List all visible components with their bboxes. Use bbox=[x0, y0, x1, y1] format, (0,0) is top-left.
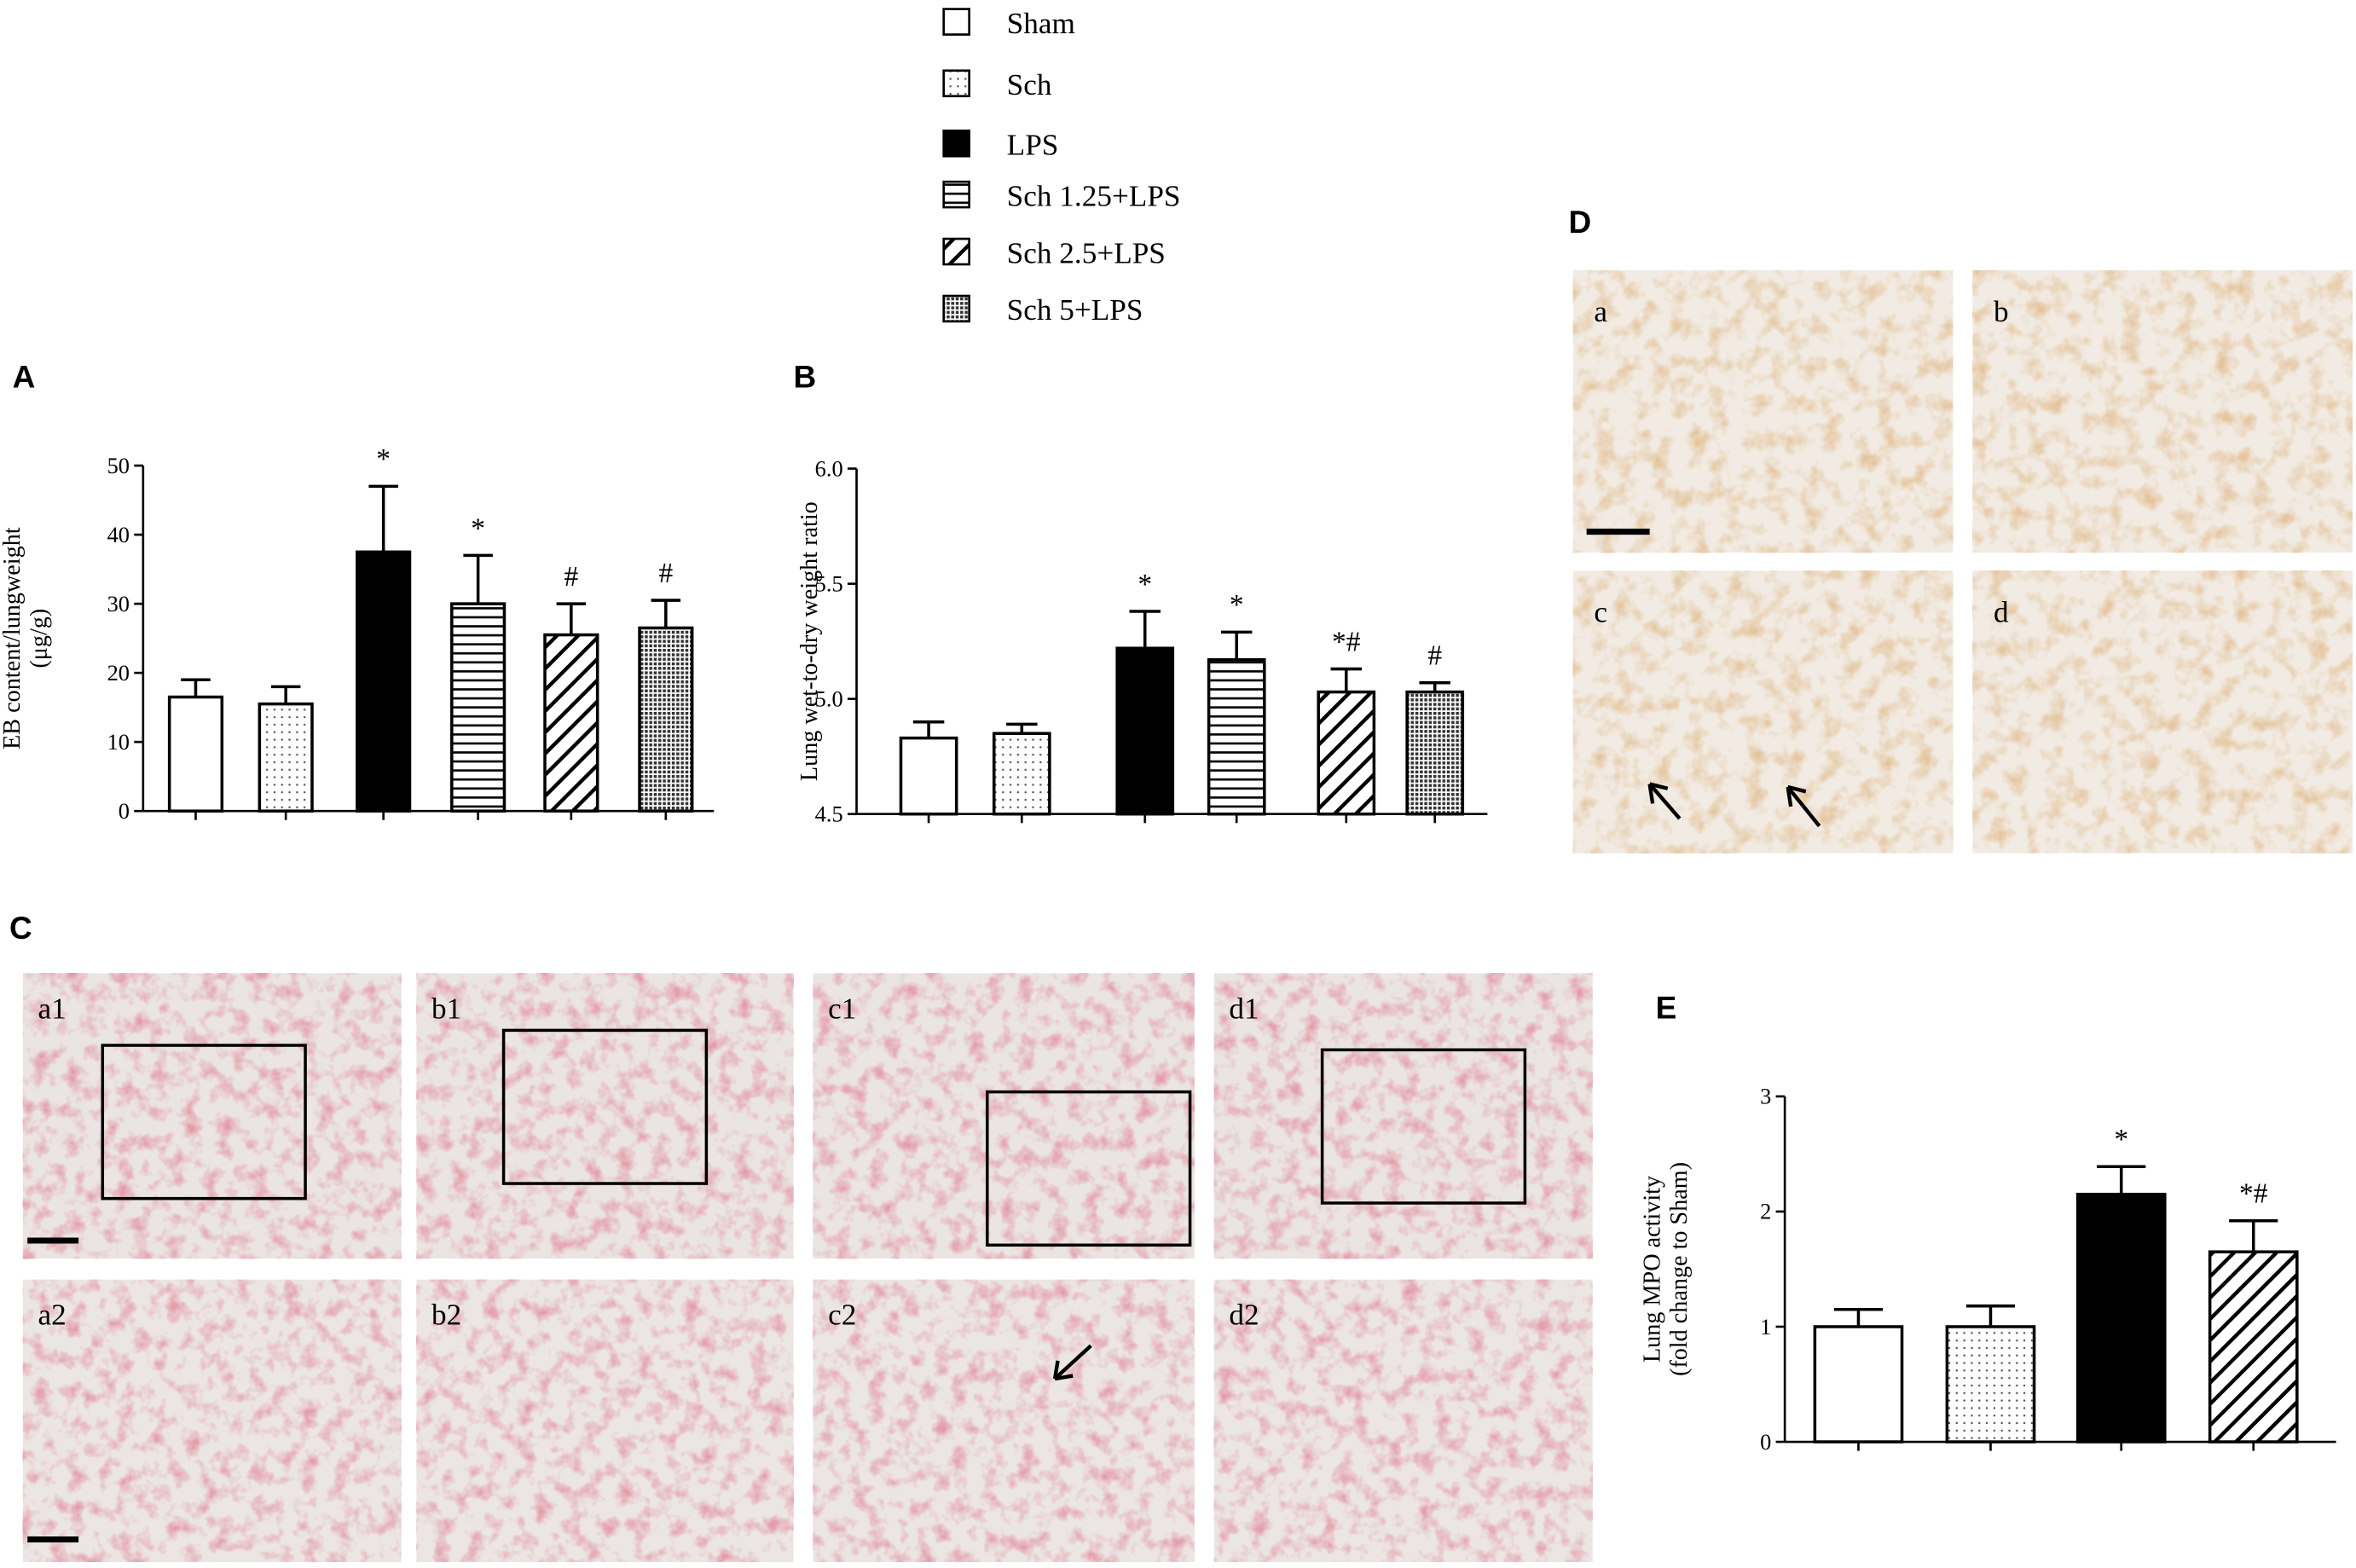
legend-label: LPS bbox=[1007, 128, 1059, 161]
significance-mark: *# bbox=[2239, 1178, 2268, 1210]
inset-box bbox=[101, 1044, 307, 1201]
bar bbox=[992, 732, 1051, 816]
panel-letter: E bbox=[1656, 990, 1677, 1025]
micrograph-label: a1 bbox=[38, 992, 67, 1025]
micrograph-texture bbox=[1572, 270, 1954, 553]
arrow bbox=[1786, 784, 1821, 828]
micrograph-label: c bbox=[1594, 595, 1607, 628]
micrograph-label: b bbox=[1994, 295, 2009, 328]
bar bbox=[638, 626, 694, 813]
bar bbox=[356, 550, 412, 813]
y-tick-label: 6.0 bbox=[815, 455, 843, 481]
micrograph-texture bbox=[22, 973, 402, 1259]
y-tick-label: 10 bbox=[107, 729, 130, 755]
bar bbox=[899, 736, 958, 816]
legend-label: Sch 2.5+LPS bbox=[1007, 236, 1166, 269]
y-tick-label: 1 bbox=[1760, 1314, 1771, 1339]
y-axis-label: EB content/lungweight bbox=[0, 527, 26, 749]
panel-letter: B bbox=[794, 359, 817, 394]
y-tick-label: 3 bbox=[1760, 1084, 1771, 1109]
bar bbox=[543, 633, 599, 813]
legend-swatch bbox=[942, 69, 970, 98]
significance-mark: *# bbox=[1332, 626, 1361, 657]
micrograph-label: a bbox=[1594, 295, 1607, 328]
y-tick-label: 40 bbox=[107, 522, 130, 547]
legend-swatch bbox=[942, 129, 970, 158]
legend-swatch bbox=[942, 8, 970, 36]
bar bbox=[2208, 1250, 2299, 1444]
panel-letter: D bbox=[1568, 205, 1591, 240]
legend-label: Sham bbox=[1007, 7, 1075, 40]
y-tick-label: 50 bbox=[107, 453, 130, 478]
micrograph-label: d1 bbox=[1229, 992, 1259, 1025]
y-axis-label: (μg/g) bbox=[26, 609, 53, 668]
significance-mark: * bbox=[1230, 589, 1244, 621]
inset-box bbox=[1320, 1048, 1527, 1205]
y-axis-label: Lung MPO activity bbox=[1639, 1176, 1665, 1363]
significance-mark: * bbox=[1137, 569, 1152, 600]
legend-label: Sch bbox=[1007, 68, 1052, 101]
micrograph-texture bbox=[1972, 570, 2353, 853]
significance-mark: * bbox=[2114, 1124, 2128, 1155]
y-tick-label: 0 bbox=[1760, 1429, 1771, 1455]
inset-box bbox=[986, 1090, 1192, 1247]
bar bbox=[1317, 690, 1376, 816]
figure-content: A B C D E Sham Sch LPS Sch 1.25+LPS Sch 2.5+LPS Sc… bbox=[0, 7, 2353, 1562]
bar bbox=[167, 695, 224, 813]
significance-mark: # bbox=[564, 561, 578, 593]
micrograph-label: d bbox=[1994, 595, 2009, 628]
micrograph-texture bbox=[1972, 270, 2353, 553]
significance-mark: # bbox=[658, 558, 673, 589]
micrograph-texture bbox=[416, 973, 794, 1259]
significance-mark: * bbox=[376, 443, 391, 475]
y-axis-label: (fold change to Sham) bbox=[1666, 1162, 1693, 1376]
legend-label: Sch 5+LPS bbox=[1007, 293, 1143, 327]
bar bbox=[1405, 690, 1465, 816]
bar bbox=[1813, 1325, 1904, 1444]
arrow bbox=[1052, 1344, 1092, 1381]
bar bbox=[1115, 646, 1175, 816]
arrow bbox=[1647, 782, 1682, 820]
y-tick-label: 2 bbox=[1760, 1199, 1771, 1224]
y-tick-label: 5.5 bbox=[815, 570, 843, 596]
significance-mark: # bbox=[1427, 640, 1442, 672]
legend-label: Sch 1.25+LPS bbox=[1007, 179, 1181, 212]
micrograph-label: b1 bbox=[431, 992, 461, 1025]
micrograph-texture bbox=[813, 973, 1195, 1259]
micrograph-texture bbox=[1572, 570, 1954, 853]
y-tick-label: 0 bbox=[119, 798, 130, 824]
bar bbox=[258, 702, 314, 813]
micrograph-label: c1 bbox=[828, 992, 856, 1025]
significance-mark: * bbox=[471, 512, 485, 544]
inset-box bbox=[501, 1028, 709, 1185]
bar bbox=[2075, 1192, 2167, 1444]
legend-swatch bbox=[942, 237, 970, 266]
panel-letter: C bbox=[9, 911, 32, 946]
bar bbox=[450, 602, 507, 813]
micrograph-label: a2 bbox=[38, 1299, 67, 1332]
micrograph-texture bbox=[1213, 1279, 1593, 1562]
legend-swatch bbox=[942, 294, 970, 323]
y-tick-label: 30 bbox=[107, 591, 130, 616]
micrograph-texture bbox=[22, 1279, 402, 1562]
bar bbox=[1945, 1325, 2036, 1444]
y-tick-label: 4.5 bbox=[815, 801, 843, 827]
y-axis-label: Lung wet-to-dry weight ratio bbox=[796, 501, 823, 781]
panel-letter: A bbox=[13, 359, 36, 394]
micrograph-texture bbox=[813, 1279, 1195, 1562]
micrograph-texture bbox=[416, 1279, 794, 1562]
micrograph-label: d2 bbox=[1229, 1299, 1259, 1332]
y-tick-label: 5.0 bbox=[815, 686, 843, 711]
y-tick-label: 20 bbox=[107, 660, 130, 686]
micrograph-label: c2 bbox=[828, 1299, 856, 1332]
micrograph-texture bbox=[1213, 973, 1593, 1259]
bar bbox=[1207, 658, 1266, 816]
micrograph-label: b2 bbox=[431, 1299, 461, 1332]
legend-swatch bbox=[942, 180, 970, 209]
